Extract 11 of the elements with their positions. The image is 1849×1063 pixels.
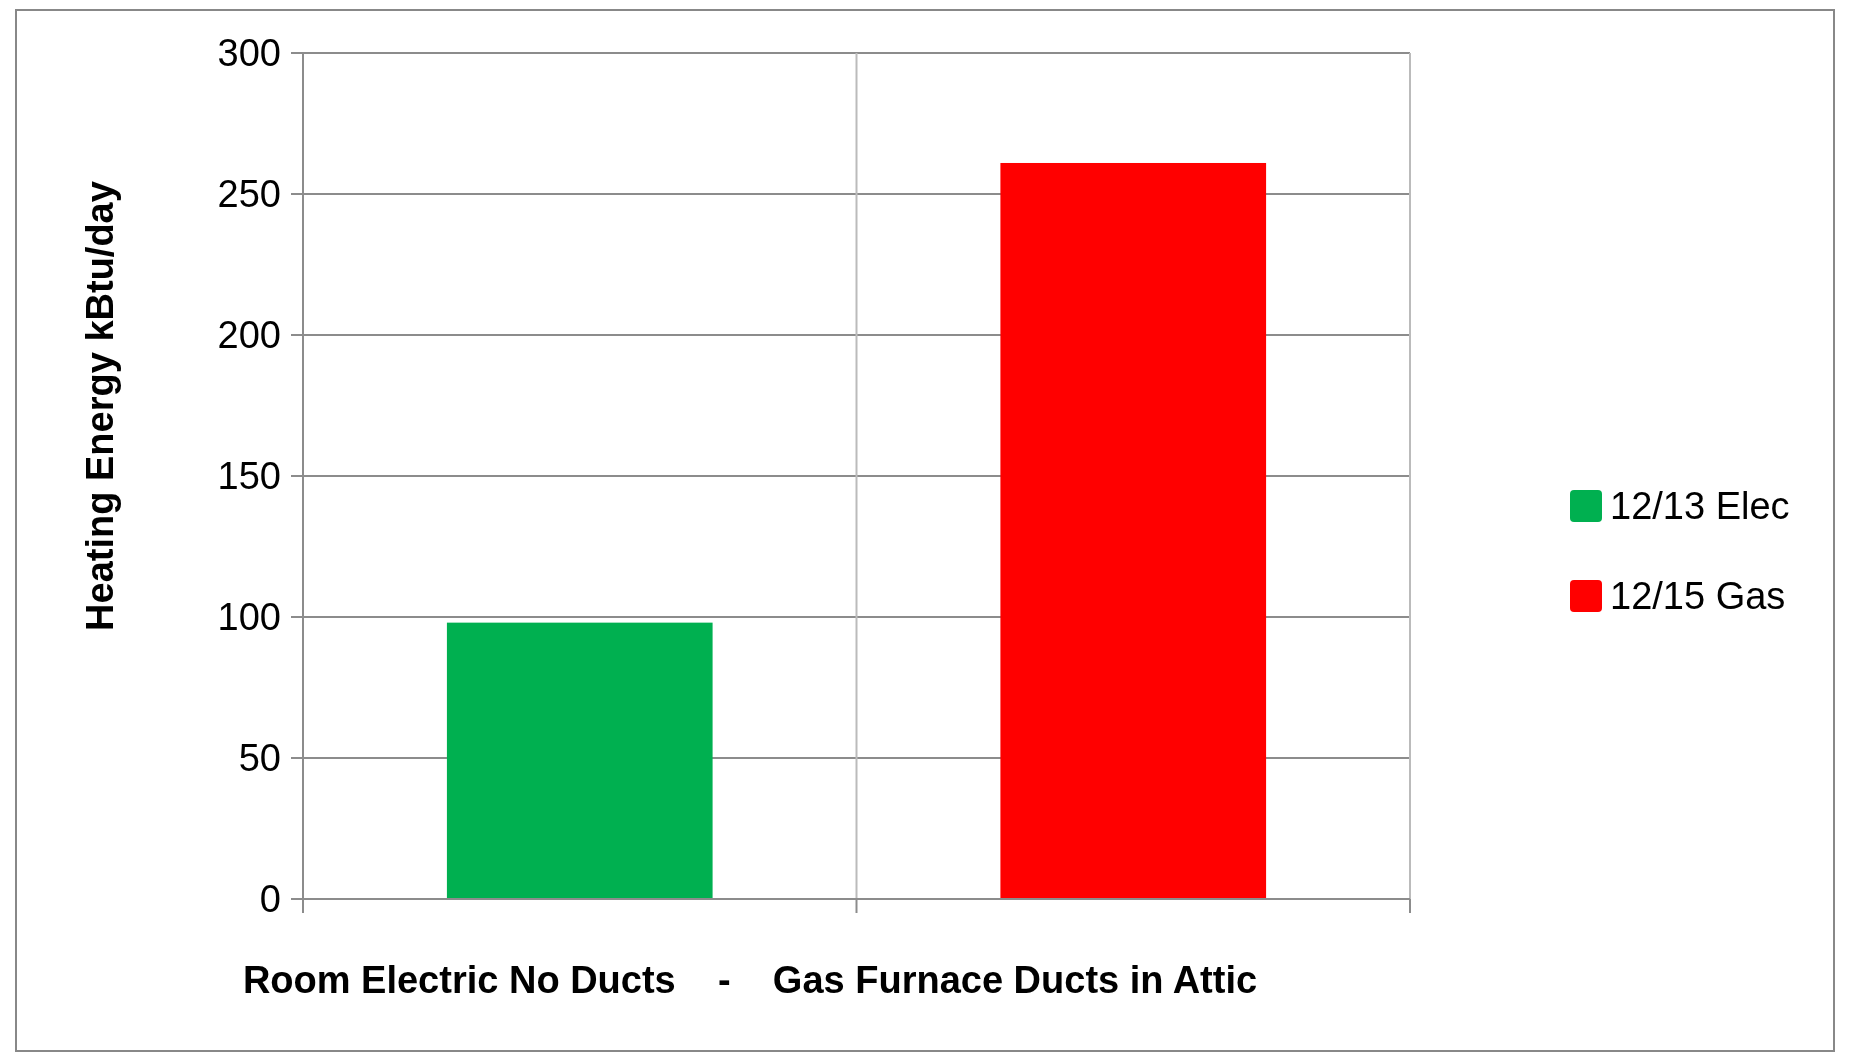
legend-label: 12/15 Gas (1610, 575, 1786, 618)
y-tick-label: 150 (217, 455, 281, 498)
y-tick-label: 50 (238, 737, 281, 780)
y-tick-label: 0 (259, 878, 281, 921)
x-axis-title: Room Electric No Ducts - Gas Furnace Ducts in Attic (242, 959, 1258, 1001)
y-tick-label: 100 (217, 596, 281, 639)
legend-label: 12/13 Elec (1610, 485, 1790, 528)
y-tick-label: 200 (217, 314, 281, 357)
y-tick-label: 300 (217, 32, 281, 75)
y-axis-title: Heating Energy kBtu/day (79, 181, 121, 631)
y-tick-label: 250 (217, 173, 281, 216)
